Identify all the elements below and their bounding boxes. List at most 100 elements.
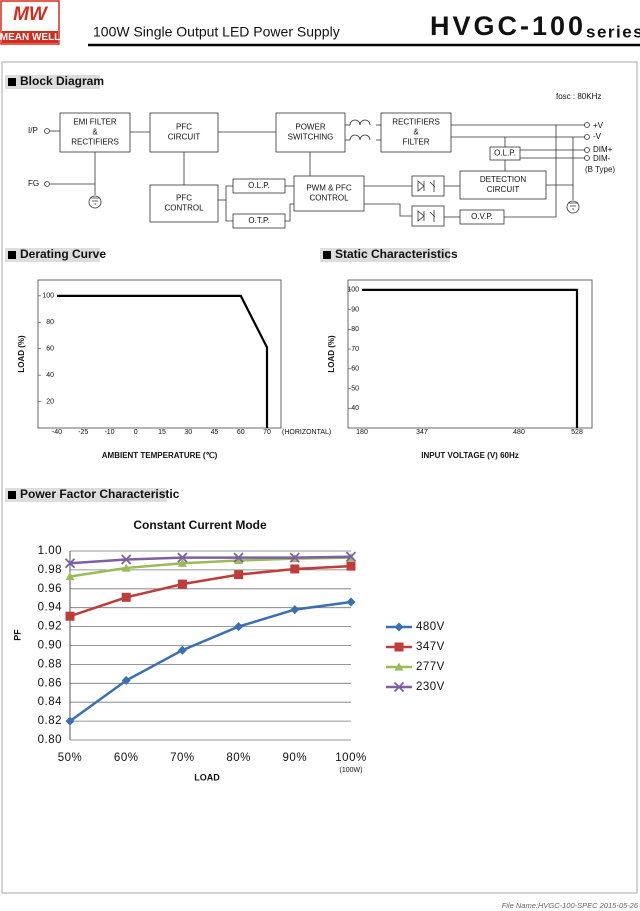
point <box>65 572 75 581</box>
x-tick-label: -25 <box>78 429 88 436</box>
terminal <box>44 181 50 187</box>
ground <box>90 197 100 205</box>
x-tick-label: 0 <box>134 429 138 436</box>
block <box>149 184 219 223</box>
block-label: O.T.P. <box>248 216 269 225</box>
y-tick-label: 40 <box>46 372 54 379</box>
x-tick-label: 347 <box>416 429 428 436</box>
optocoupler-symbol <box>417 180 436 192</box>
y-tick-label: 50 <box>351 385 359 392</box>
legend-label: 347V <box>416 641 445 653</box>
point <box>177 645 187 655</box>
y-tick-label: 80 <box>351 326 359 333</box>
block-label: DETECTION <box>480 175 526 184</box>
y-tick-label: 0.94 <box>38 602 62 614</box>
x-axis-label: INPUT VOLTAGE (V) 60Hz <box>421 451 519 460</box>
y-tick-label: 0.84 <box>38 696 62 708</box>
y-tick-label: 0.92 <box>38 621 62 633</box>
block-label: & <box>92 128 98 137</box>
y-tick-label: 0.82 <box>38 715 62 727</box>
section-title: Power Factor Characteristic <box>20 487 180 501</box>
y-tick-label: 0.80 <box>38 734 62 746</box>
y-tick-label: 100 <box>347 287 359 294</box>
y-tick-label: 60 <box>351 366 359 373</box>
optocoupler <box>411 205 445 227</box>
terminal <box>584 122 590 128</box>
y-tick-label: 100 <box>42 293 54 300</box>
x-tick-label: 528 <box>571 429 583 436</box>
x-tick-label: -40 <box>52 429 62 436</box>
block-label: PFC <box>176 194 192 203</box>
point <box>289 552 300 563</box>
wire <box>364 203 412 217</box>
logo-text: MEAN WELL <box>0 32 60 43</box>
ground-ring <box>88 195 102 209</box>
curve <box>362 288 579 428</box>
y-tick-label: 0.86 <box>38 677 62 689</box>
transformer-coil <box>349 119 361 126</box>
block-label: POWER <box>295 123 325 132</box>
wire <box>504 125 557 218</box>
block-label: RECTIFIERS <box>71 138 119 147</box>
legend-marker <box>394 662 404 671</box>
logo-band <box>2 31 58 43</box>
x-tick-label: -10 <box>104 429 114 436</box>
transformer-coil <box>349 134 361 141</box>
section-title: Static Characteristics <box>335 247 458 261</box>
point <box>121 675 131 685</box>
section-bullet <box>8 491 16 499</box>
y-tick-label: 90 <box>351 306 359 313</box>
section-title: Block Diagram <box>20 74 104 88</box>
point <box>121 554 132 565</box>
point <box>346 597 356 607</box>
block <box>149 112 219 153</box>
x-tick-label: 80% <box>226 752 251 764</box>
block-label: PFC <box>176 123 192 132</box>
x-tick-label: 45 <box>211 429 219 436</box>
terminal <box>44 128 50 134</box>
x-axis-label: AMBIENT TEMPERATURE (℃) <box>102 451 218 460</box>
block-label: O.L.P. <box>248 181 270 190</box>
block-label: SWITCHING <box>288 133 334 142</box>
x-axis-label: LOAD <box>194 772 220 782</box>
y-tick-label: 0.96 <box>38 583 62 595</box>
block <box>275 112 346 153</box>
point <box>234 555 244 565</box>
x-tick-label: 90% <box>283 752 308 764</box>
block-label: & <box>413 128 419 137</box>
charts: 20 40 60 80 100 -40 -25 -10 0 15 30 45 60 70 AMBIENT T… <box>12 279 593 782</box>
point <box>234 622 244 632</box>
x-tick-label: 60 <box>237 429 245 436</box>
y-tick-label: 1.00 <box>38 545 62 557</box>
legend-marker <box>394 642 404 652</box>
model: HVGC-100 <box>430 11 586 41</box>
terminal-label: DIM+ <box>593 145 613 154</box>
point <box>65 611 75 621</box>
point <box>64 558 76 569</box>
block-label: PWM & PFC <box>306 184 352 193</box>
point <box>177 552 188 563</box>
point <box>177 558 187 567</box>
block-label: CONTROL <box>164 204 204 213</box>
block-label: CONTROL <box>309 194 349 203</box>
wire <box>546 137 574 186</box>
point <box>121 592 131 602</box>
block-label: EMI FILTER <box>73 118 117 127</box>
section-title: Derating Curve <box>20 247 106 261</box>
page-frame <box>1 61 638 894</box>
legend-marker <box>394 622 404 632</box>
transformer-coil <box>359 119 371 126</box>
section-band <box>5 488 167 502</box>
x-tick-label: 50% <box>58 752 83 764</box>
ground <box>568 202 578 210</box>
curve <box>57 294 269 428</box>
section-bullet <box>8 78 16 86</box>
legend-label: 480V <box>416 621 445 633</box>
section-band <box>5 248 100 262</box>
series-line <box>69 564 352 618</box>
x-tick-label: 30 <box>184 429 192 436</box>
y-axis-label: LOAD (%) <box>17 335 26 373</box>
